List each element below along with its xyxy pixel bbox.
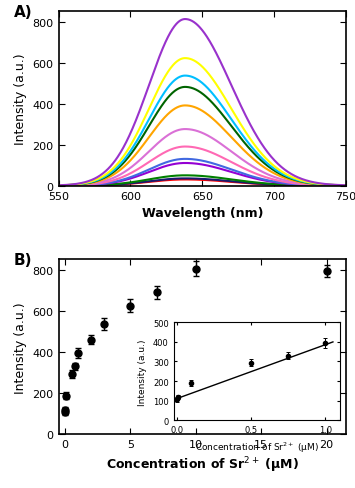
Y-axis label: Intensity (a.u.): Intensity (a.u.) — [14, 302, 27, 393]
Text: B): B) — [14, 253, 33, 268]
Text: A): A) — [14, 5, 33, 20]
Y-axis label: Intensity (a.u.): Intensity (a.u.) — [14, 54, 27, 145]
X-axis label: Concentration of Sr$^{2+}$ (μM): Concentration of Sr$^{2+}$ (μM) — [106, 455, 299, 474]
X-axis label: Wavelength (nm): Wavelength (nm) — [142, 207, 263, 220]
